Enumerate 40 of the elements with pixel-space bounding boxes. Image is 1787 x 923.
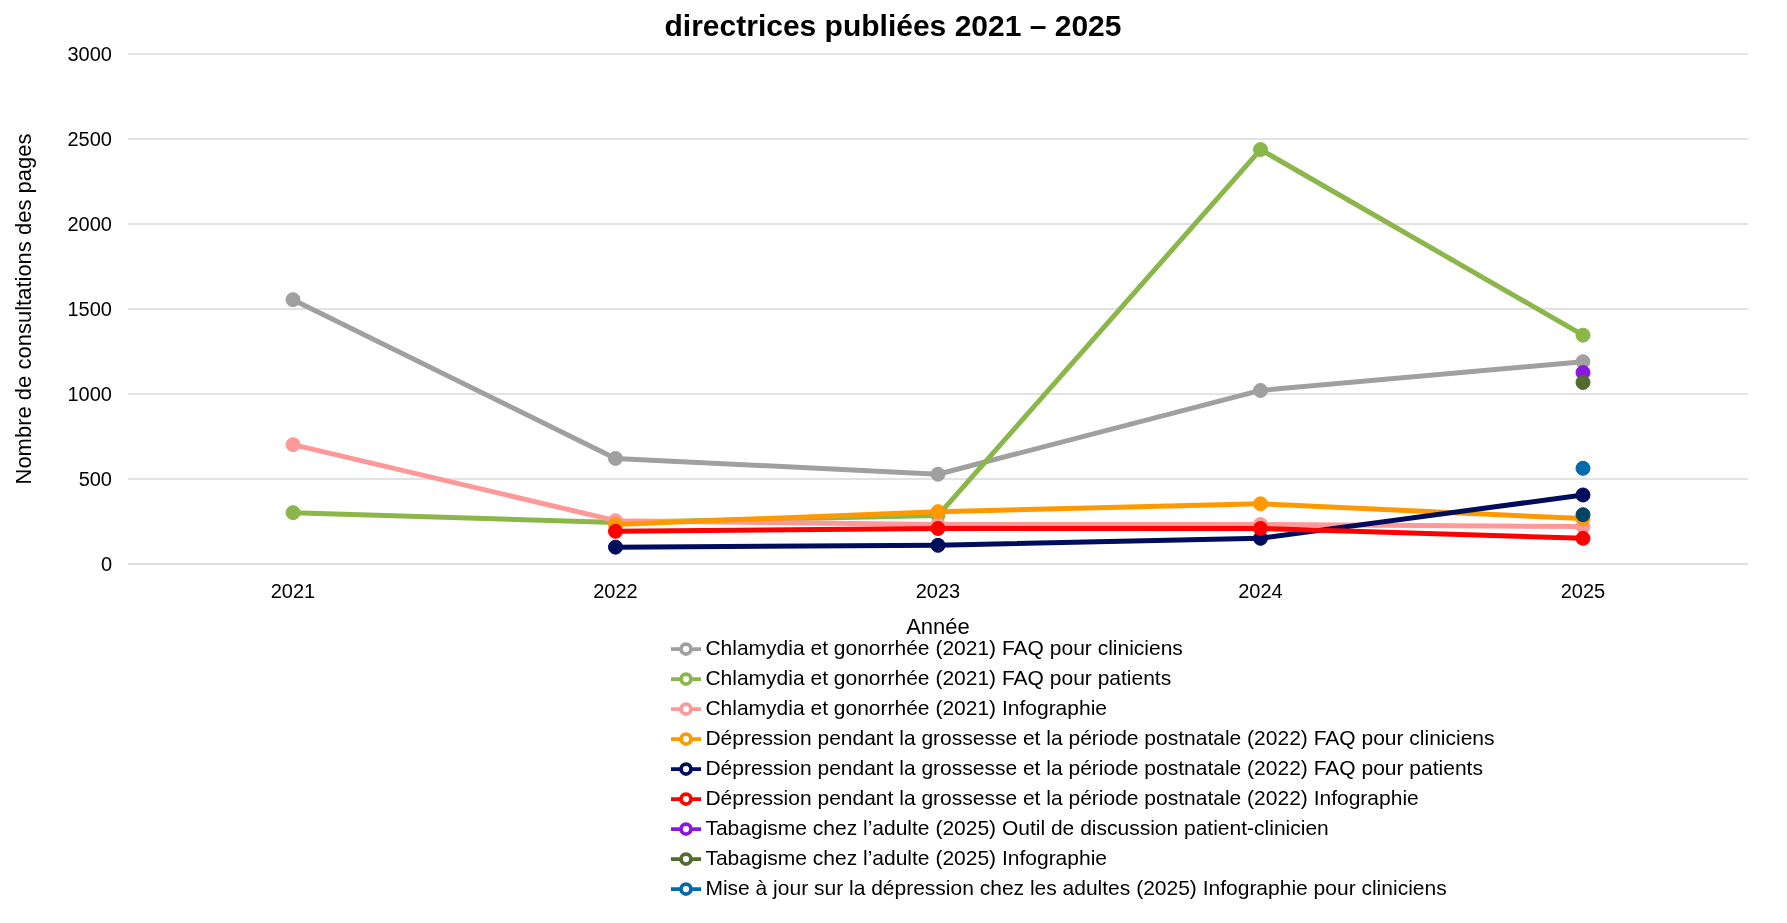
x-tick-label: 2022 (593, 580, 638, 603)
point (285, 437, 301, 453)
point (930, 537, 946, 553)
point (1575, 327, 1591, 343)
x-tick-label: 2021 (270, 580, 316, 603)
legend-label: Tabagisme chez l’adulte (2025) Outil de discussion patient-clinicien (705, 815, 1329, 839)
x-tick-label: 2024 (1238, 580, 1283, 603)
point (1253, 496, 1268, 512)
point (608, 523, 623, 539)
legend-label: Tabagisme chez l’adulte (2025) Infographie (705, 845, 1108, 869)
y-tick-label: 2000 (67, 213, 112, 236)
point (1575, 460, 1591, 476)
y-tick-label: 1000 (67, 383, 112, 406)
y-axis-title: Nombre de consultations des pages (10, 133, 36, 485)
legend-label: Dépression pendant la grossesse et la période postnatale (2022) FAQ pour cliniciens (705, 725, 1495, 749)
chart-title: directrices publiées 2021 – 2025 (663, 8, 1123, 44)
point (930, 466, 946, 482)
legend-label: Dépression pendant la grossesse et la période postnatale (2022) FAQ pour patients (705, 755, 1483, 779)
point (1575, 487, 1591, 503)
legend-label: Mise à jour sur la dépression chez les adultes (2025) Infographie pour cliniciens (705, 875, 1447, 899)
legend-label: Chlamydia et gonorrhée (2021) Infographie (705, 695, 1108, 719)
x-tick-label: 2023 (915, 580, 961, 603)
point (1253, 142, 1268, 158)
y-tick-label: 0 (100, 553, 112, 576)
x-tick-label: 2025 (1560, 580, 1606, 603)
point (608, 539, 623, 555)
y-tick-label: 500 (78, 468, 112, 491)
y-tick-label: 1500 (67, 298, 112, 321)
legend-label: Chlamydia et gonorrhée (2021) FAQ pour patients (705, 665, 1172, 689)
point (608, 450, 623, 466)
point (930, 504, 946, 520)
point (1575, 530, 1591, 546)
point (1575, 507, 1591, 523)
point (285, 505, 301, 521)
y-tick-label: 2500 (67, 128, 112, 151)
legend-label: Dépression pendant la grossesse et la période postnatale (2022) Infographie (705, 785, 1419, 809)
y-tick-label: 3000 (67, 43, 112, 66)
point (1575, 374, 1591, 390)
point (1253, 382, 1268, 398)
point (285, 292, 301, 308)
